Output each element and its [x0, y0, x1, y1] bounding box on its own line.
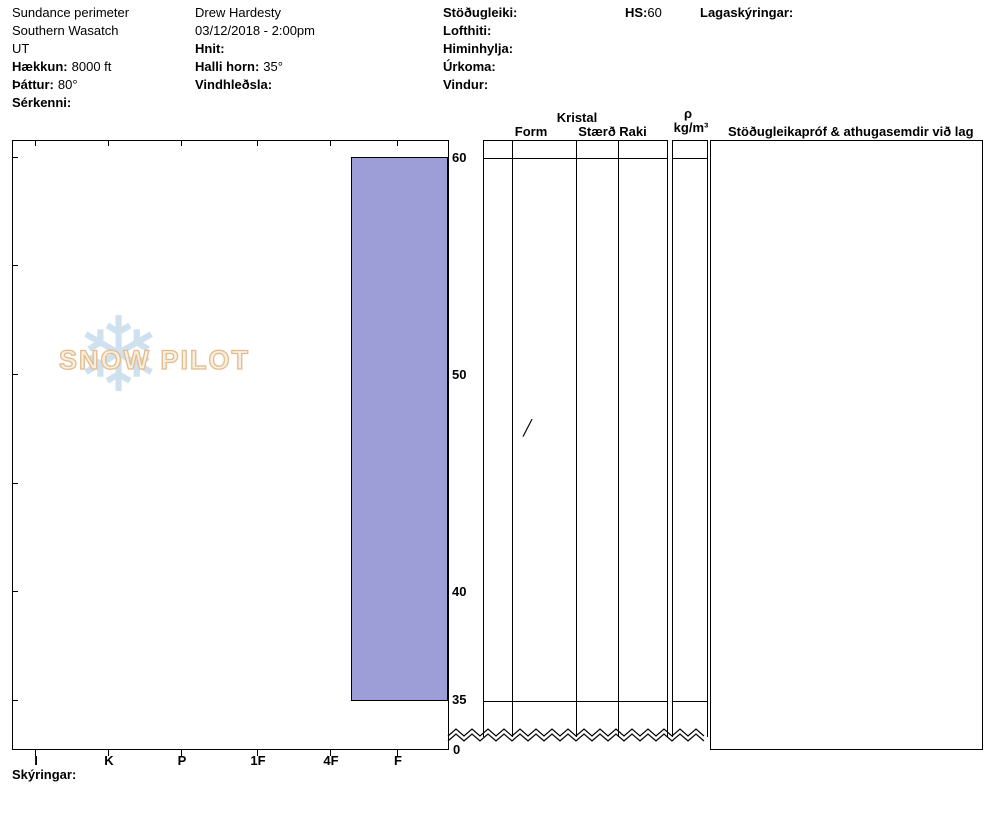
- depth-tick: [13, 374, 18, 375]
- hardness-label-P: P: [177, 753, 187, 768]
- slope-label: Halli horn:: [195, 59, 260, 74]
- aspect-value: 80°: [57, 77, 78, 92]
- stability-tests-header: Stöðugleikapróf & athugasemdir við lag: [728, 124, 974, 139]
- snowpilot-logo-text: SNOW PILOT: [58, 344, 250, 375]
- depth-tick: [13, 157, 18, 158]
- hardness-tick-bottom: [397, 750, 398, 756]
- depth-label-60: 60: [452, 150, 467, 165]
- hardness-label-F: F: [394, 753, 402, 768]
- slope-line: Halli horn: 35°: [195, 59, 315, 77]
- features-line: Sérkenni:: [12, 95, 129, 113]
- hardness-tick-top: [181, 141, 182, 146]
- stability-label: Stöðugleiki:: [443, 5, 518, 20]
- depth-tick: [13, 265, 18, 266]
- layer-top-line: [673, 158, 707, 159]
- elevation-value: 8000 ft: [71, 59, 112, 74]
- layer-bottom-line: [484, 701, 667, 702]
- slope-value: 35°: [263, 59, 283, 74]
- wind-line: Vindur:: [443, 77, 517, 95]
- layer-top-line: [484, 158, 667, 159]
- footer-notes-label: Skýringar:: [12, 767, 77, 782]
- windloading-label: Vindhleðsla:: [195, 77, 273, 92]
- hardness-tick-bottom: [181, 750, 182, 756]
- coords-line: Hnit:: [195, 41, 315, 59]
- snowpilot-snowflake-icon: ❄: [75, 294, 163, 416]
- grain-columns-grid: ╱: [483, 140, 668, 737]
- hardness-tick-bottom: [257, 750, 258, 756]
- wind-label: Vindur:: [443, 77, 489, 92]
- observer-name: Drew Hardesty: [195, 5, 281, 20]
- hardness-plot: ❄ SNOW PILOT: [12, 140, 449, 756]
- density-unit-header: kg/m³: [673, 120, 709, 135]
- density-column: [672, 140, 708, 737]
- depth-tick: [13, 483, 18, 484]
- sky-label: Himinhylja:: [443, 41, 514, 56]
- hardness-tick-bottom: [330, 750, 331, 756]
- windloading-line: Vindhleðsla:: [195, 77, 315, 95]
- hardness-tick-bottom: [35, 750, 36, 756]
- column-divider: [618, 141, 619, 737]
- coords-label: Hnit:: [195, 41, 225, 56]
- stability-line: Stöðugleiki:: [443, 5, 517, 23]
- depth-label-40: 40: [452, 584, 467, 599]
- hardness-label-1F: 1F: [250, 753, 266, 768]
- layer-notes-label: Lagaskýringar:: [700, 5, 794, 20]
- conditions-info: Stöðugleiki: Lofthiti: Himinhylja: Úrkom…: [443, 5, 517, 95]
- kristal-header: Kristal: [556, 110, 598, 125]
- site-name: Sundance perimeter: [12, 5, 130, 20]
- hardness-tick-top: [35, 141, 36, 146]
- depth-tick: [13, 700, 18, 701]
- form-header: Form: [514, 124, 548, 139]
- airtemp-line: Lofthiti:: [443, 23, 517, 41]
- depth-scale-break-zigzag: [447, 728, 705, 742]
- elevation-line: Hækkun: 8000 ft: [12, 59, 129, 77]
- hs-label: HS:: [625, 5, 648, 20]
- aspect-label: Þáttur:: [12, 77, 54, 92]
- hardness-label-K: K: [104, 753, 114, 768]
- precip-line: Úrkoma:: [443, 59, 517, 77]
- depth-tick: [13, 591, 18, 592]
- site-state: UT: [12, 41, 30, 56]
- layer-bottom-line: [673, 701, 707, 702]
- column-divider: [576, 141, 577, 737]
- hardness-label-4F: 4F: [323, 753, 339, 768]
- size-header: Stærð: [578, 124, 616, 139]
- column-divider: [512, 141, 513, 737]
- hardness-tick-bottom: [108, 750, 109, 756]
- features-label: Sérkenni:: [12, 95, 72, 110]
- stability-notes-box: [710, 140, 983, 750]
- sky-line: Himinhylja:: [443, 41, 517, 59]
- depth-label-50: 50: [452, 367, 467, 382]
- hardness-label-I: I: [34, 753, 38, 768]
- density-symbol-header: ρ: [683, 106, 693, 121]
- moisture-header: Raki: [619, 124, 647, 139]
- hs-value: 60: [647, 5, 662, 20]
- snow-layer-bar: [351, 157, 448, 701]
- precip-label: Úrkoma:: [443, 59, 496, 74]
- hardness-tick-top: [397, 141, 398, 146]
- elevation-label: Hækkun:: [12, 59, 68, 74]
- hardness-tick-top: [330, 141, 331, 146]
- hardness-tick-top: [257, 141, 258, 146]
- depth-label-35: 35: [452, 692, 467, 707]
- aspect-line: Þáttur: 80°: [12, 77, 129, 95]
- hardness-tick-top: [108, 141, 109, 146]
- depth-label-0: 0: [453, 742, 461, 757]
- hs-line: HS:60: [625, 5, 662, 23]
- site-region: Southern Wasatch: [12, 23, 119, 38]
- airtemp-label: Lofthiti:: [443, 23, 492, 38]
- observer-info: Drew Hardesty 03/12/2018 - 2:00pm Hnit: …: [195, 5, 315, 95]
- grain-form-symbol: ╱: [523, 420, 533, 437]
- observation-datetime: 03/12/2018 - 2:00pm: [195, 23, 315, 38]
- site-info: Sundance perimeter Southern Wasatch UT H…: [12, 5, 129, 113]
